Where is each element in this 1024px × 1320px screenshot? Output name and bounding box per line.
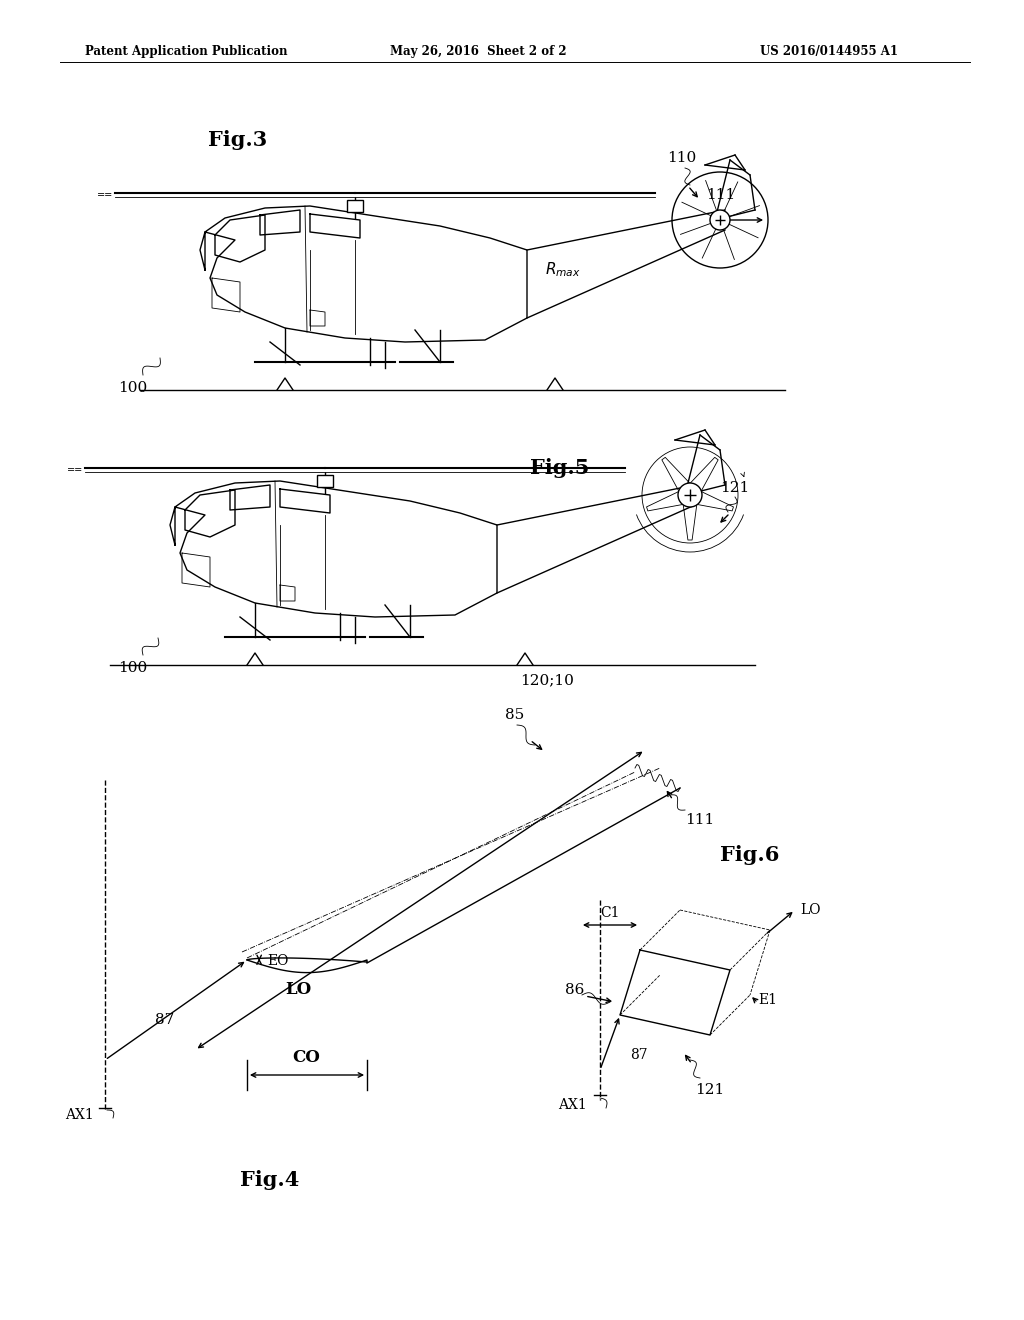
FancyBboxPatch shape — [347, 201, 362, 213]
Text: Fig.4: Fig.4 — [240, 1170, 299, 1191]
FancyBboxPatch shape — [317, 475, 333, 487]
Text: C1: C1 — [600, 906, 620, 920]
Text: ==: == — [67, 465, 83, 475]
Text: 110: 110 — [667, 150, 696, 165]
Text: US 2016/0144955 A1: US 2016/0144955 A1 — [760, 45, 898, 58]
Text: AX1: AX1 — [65, 1107, 94, 1122]
Text: Patent Application Publication: Patent Application Publication — [85, 45, 288, 58]
Circle shape — [678, 483, 702, 507]
Circle shape — [710, 210, 730, 230]
Text: $R_{max}$: $R_{max}$ — [545, 260, 581, 280]
Text: 100: 100 — [118, 381, 147, 395]
Text: 100: 100 — [118, 661, 147, 675]
Text: AX1: AX1 — [558, 1098, 587, 1111]
Text: Fig.3: Fig.3 — [208, 129, 267, 150]
Text: 87: 87 — [630, 1048, 647, 1063]
Text: 87: 87 — [155, 1012, 174, 1027]
Text: 111: 111 — [685, 813, 715, 828]
Text: E1: E1 — [758, 993, 777, 1007]
Text: EO: EO — [267, 954, 289, 968]
Text: 85: 85 — [505, 708, 524, 722]
Text: Fig.5: Fig.5 — [530, 458, 590, 478]
Text: 120;10: 120;10 — [520, 673, 573, 686]
Text: 86: 86 — [565, 983, 585, 997]
Text: Fig.6: Fig.6 — [720, 845, 779, 865]
Text: LO: LO — [285, 982, 311, 998]
Text: ==: == — [97, 190, 113, 201]
Text: 111: 111 — [706, 187, 735, 202]
Text: LO: LO — [800, 903, 820, 917]
Text: May 26, 2016  Sheet 2 of 2: May 26, 2016 Sheet 2 of 2 — [390, 45, 566, 58]
Text: 121: 121 — [695, 1082, 724, 1097]
Text: 121: 121 — [720, 480, 750, 495]
Text: CO: CO — [292, 1048, 319, 1065]
